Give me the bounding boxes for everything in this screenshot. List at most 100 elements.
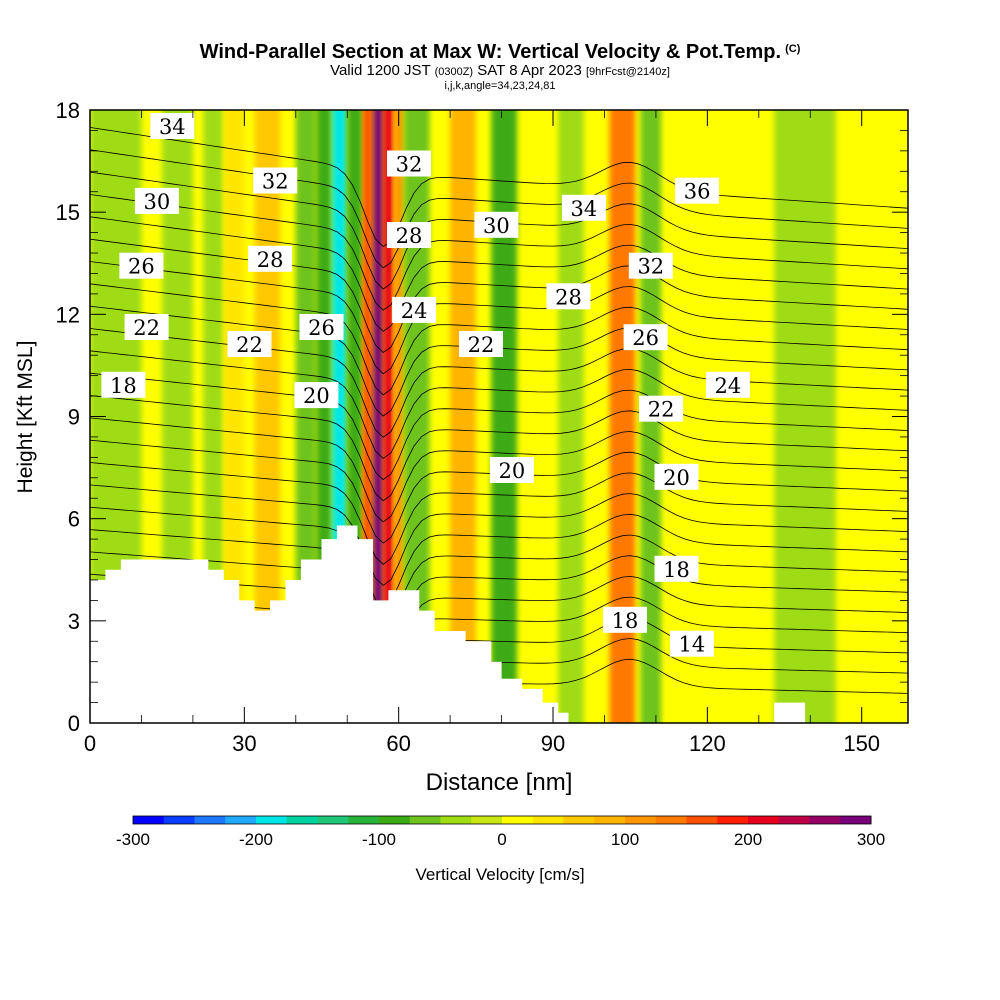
colorbar-tick-label: 100	[611, 830, 639, 849]
contour-label: 30	[474, 211, 519, 238]
colorbar-swatch	[717, 816, 749, 824]
isentrope-line	[90, 395, 908, 502]
velocity-band	[383, 110, 394, 723]
colorbar-swatch	[625, 816, 657, 824]
y-tick-label: 15	[56, 200, 80, 225]
x-tick-label: 0	[84, 731, 96, 756]
y-tick-label: 3	[68, 609, 80, 634]
velocity-band	[223, 110, 245, 723]
contour-label-text: 26	[308, 316, 335, 340]
contour-label-text: 24	[715, 374, 742, 398]
contour-label: 22	[639, 395, 684, 422]
contour-label: 22	[459, 331, 503, 357]
contour-label-box	[134, 187, 179, 214]
colorbar-swatch	[379, 816, 411, 824]
isentrope-line	[90, 328, 908, 438]
x-axis-label: Distance [nm]	[426, 769, 573, 796]
chart-subtitle: Valid 1200 JST (0300Z) SAT 8 Apr 2023 [9…	[0, 63, 1000, 80]
contour-label: 34	[561, 194, 606, 221]
contour-label-text: 32	[262, 170, 289, 194]
colorbar-swatch	[440, 816, 472, 824]
x-tick-label: 150	[843, 731, 880, 756]
copyright-mark: (C)	[785, 43, 801, 55]
contour-label-box	[124, 314, 169, 340]
velocity-band	[774, 110, 836, 723]
velocity-band	[362, 110, 373, 723]
contour-label: 32	[628, 252, 673, 279]
velocity-band	[450, 110, 476, 723]
contour-label-text: 20	[663, 466, 690, 490]
isentrope-line	[90, 238, 908, 354]
colorbar-swatch	[840, 816, 872, 824]
contour-label: 26	[119, 252, 164, 279]
contour-label: 20	[489, 457, 534, 483]
contour-label: 18	[603, 606, 647, 633]
contour-label-text: 18	[612, 609, 639, 633]
contour-label: 28	[546, 283, 591, 310]
terrain-polygon	[90, 525, 908, 723]
contour-label-text: 34	[159, 115, 186, 139]
contour-label-text: 22	[133, 316, 160, 340]
colorbar-swatch	[532, 816, 564, 824]
colorbar-swatch	[163, 816, 195, 824]
velocity-band	[372, 110, 384, 723]
contour-label: 26	[623, 324, 668, 351]
contour-label-box	[546, 283, 591, 310]
contour-label-text: 20	[303, 384, 330, 408]
contour-label-text: 22	[236, 333, 263, 357]
contour-label-box	[387, 150, 431, 177]
colorbar-swatch	[778, 816, 810, 824]
isentrope-line	[90, 350, 908, 459]
colorbar-swatch	[655, 816, 687, 824]
isentrope-line	[90, 194, 908, 311]
contour-label: 32	[387, 150, 431, 177]
contour-label-box	[639, 395, 684, 422]
contour-label-box	[459, 331, 503, 357]
colorbar-swatch	[594, 816, 626, 824]
contour-label-box	[101, 371, 146, 398]
colorbar-tick-label: -100	[362, 830, 396, 849]
colorbar-swatch	[256, 816, 288, 824]
colorbar-swatch	[471, 816, 503, 824]
colorbar-label: Vertical Velocity [cm/s]	[415, 865, 584, 884]
x-tick-label: 30	[232, 731, 256, 756]
contour-label-box	[705, 371, 750, 398]
valid-time: Valid 1200 JST	[330, 62, 431, 79]
contour-label-text: 34	[571, 197, 598, 221]
colorbar-swatch	[286, 816, 318, 824]
isentrope-line	[90, 551, 908, 650]
contour-label-box	[675, 177, 720, 204]
contour-label-box	[654, 463, 699, 490]
contour-label: 32	[253, 167, 298, 194]
terrain	[90, 525, 908, 723]
colorbar-swatch	[502, 816, 534, 824]
contour-label: 28	[387, 222, 431, 248]
contour-label-box	[654, 555, 699, 582]
colorbar: -300 -200 -100 0 100 200 300	[116, 815, 885, 849]
contour-label-text: 30	[483, 214, 510, 238]
contour-label: 28	[248, 245, 293, 272]
contour-label-box	[119, 252, 164, 279]
title-text: Wind-Parallel Section at Max W: Vertical…	[199, 41, 782, 63]
contour-label: 30	[134, 187, 179, 214]
contour-label-text: 36	[684, 180, 711, 204]
colorbar-tick-label: 300	[857, 830, 885, 849]
colorbar-swatch	[194, 816, 226, 824]
contour-label-text: 32	[637, 255, 664, 279]
y-tick-label: 9	[68, 405, 80, 430]
contour-label-text: 22	[468, 333, 495, 357]
isentrope-line	[90, 372, 908, 481]
contour-label-box	[392, 296, 437, 323]
isentrope-line	[90, 261, 908, 375]
colorbar-swatch	[686, 816, 718, 824]
contour-label-box	[474, 211, 519, 238]
contour-label-box	[227, 331, 272, 357]
isentrope-line	[90, 484, 908, 586]
isentrope-line	[90, 149, 908, 269]
x-tick-label: 60	[386, 731, 410, 756]
contour-label-text: 26	[632, 326, 659, 350]
colorbar-tick-label: -300	[116, 830, 150, 849]
isentrope-line	[90, 127, 908, 248]
